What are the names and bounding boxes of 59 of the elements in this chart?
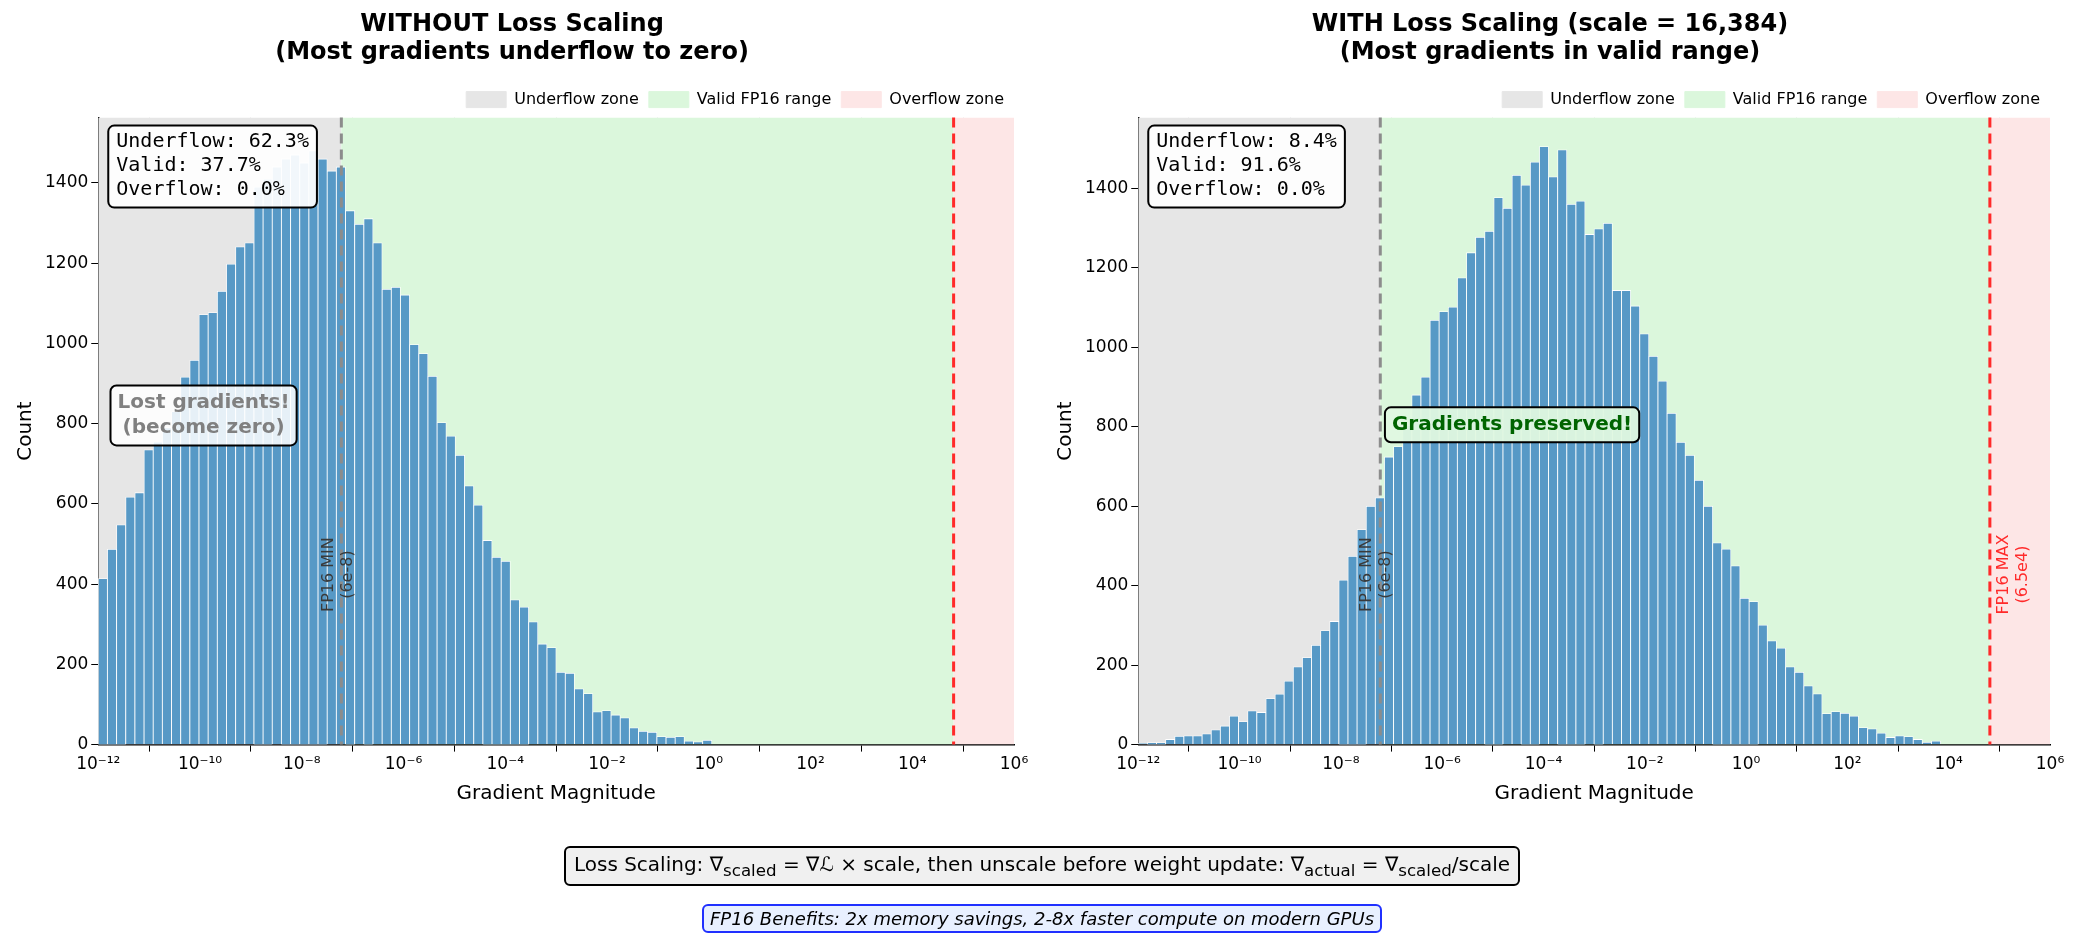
chart-title: WITH Loss Scaling (scale = 16,384) [1311, 8, 1789, 37]
legend-label: Overflow zone [889, 88, 1005, 108]
chart-title: WITHOUT Loss Scaling [360, 8, 664, 37]
y-tick-label: 0 [1117, 733, 1129, 754]
x-tick-label: 10⁻¹⁰ [177, 753, 223, 774]
x-tick-label: 10⁻⁸ [1322, 753, 1360, 774]
y-tick-label: 1000 [45, 331, 89, 352]
x-tick-label: 10⁻² [1626, 753, 1664, 774]
y-tick-label: 1000 [1085, 335, 1129, 356]
x-tick-label: 10⁻¹⁰ [1217, 753, 1262, 774]
x-tick-label: 10⁻² [588, 753, 626, 774]
x-tick-label: 10⁰ [1731, 753, 1761, 774]
x-tick-label: 10⁴ [1934, 753, 1964, 774]
y-tick-label: 600 [1095, 494, 1129, 515]
y-tick-label: 1200 [1085, 256, 1129, 277]
annotation: Lost gradients! (become zero) [117, 389, 290, 439]
text: FP16 Benefits: 2x memory savings, 2-8x faster compute on modern GPUs [701, 904, 1383, 933]
x-tick-label: 10⁶ [999, 753, 1029, 774]
text: Loss Scaling: ∇$_{scaled}$ = ∇ℒ × scale, then unscale before weight update: ∇$_{actual}$ = ∇$_{scaled}$/scale [563, 846, 1521, 886]
y-tick-label: 400 [1095, 574, 1129, 595]
x-tick-label: 10⁰ [694, 753, 724, 774]
x-tick-label: 10² [1833, 753, 1862, 774]
ref-line-label: FP16 MIN (6e-8) [317, 537, 356, 612]
y-tick-label: 800 [55, 412, 89, 433]
legend-label: Underflow zone [1550, 88, 1675, 108]
x-tick-label: 10⁻¹² [76, 753, 121, 774]
x-tick-label: 10⁴ [898, 753, 927, 774]
ref-line-label: FP16 MAX (6.5e4) [1993, 534, 2032, 615]
y-tick-label: 800 [1095, 415, 1129, 436]
x-tick-label: 10² [796, 753, 825, 774]
x-tick-label: 10⁻¹² [1116, 753, 1161, 774]
annotation: Gradients preserved! [1391, 411, 1633, 436]
y-axis-title: Count [12, 401, 37, 461]
y-tick-label: 200 [1095, 653, 1129, 674]
annotation: Underflow: 62.3% Valid: 37.7% Overflow: 0.0% [116, 127, 309, 200]
y-axis-title: Count [1052, 401, 1077, 461]
y-tick-label: 1200 [45, 251, 89, 272]
y-tick-label: 1400 [1085, 176, 1129, 197]
y-tick-label: 600 [55, 492, 89, 513]
y-tick-label: 1400 [45, 171, 89, 192]
x-tick-label: 10⁻⁶ [1423, 753, 1462, 774]
x-tick-label: 10⁻⁴ [1524, 753, 1563, 774]
chart-subtitle: (Most gradients underflow to zero) [275, 37, 749, 66]
x-tick-label: 10⁻⁶ [384, 753, 423, 774]
x-tick-label: 10⁻⁸ [283, 753, 321, 774]
x-axis-title: Gradient Magnitude [1494, 780, 1694, 805]
annotation: Underflow: 8.4% Valid: 91.6% Overflow: 0.0% [1156, 127, 1337, 200]
x-tick-label: 10⁻⁴ [486, 753, 525, 774]
chart-subtitle: (Most gradients in valid range) [1339, 37, 1761, 66]
y-tick-label: 0 [77, 733, 89, 754]
y-tick-label: 200 [55, 652, 89, 673]
ref-line-label: FP16 MIN (6e-8) [1356, 537, 1395, 612]
x-tick-label: 10⁶ [2035, 753, 2065, 774]
legend-label: Overflow zone [1925, 88, 2041, 108]
legend-label: Valid FP16 range [1732, 88, 1868, 108]
x-axis-title: Gradient Magnitude [456, 780, 656, 805]
legend-label: Valid FP16 range [696, 88, 832, 108]
legend-label: Underflow zone [514, 88, 639, 108]
y-tick-label: 400 [55, 572, 89, 593]
